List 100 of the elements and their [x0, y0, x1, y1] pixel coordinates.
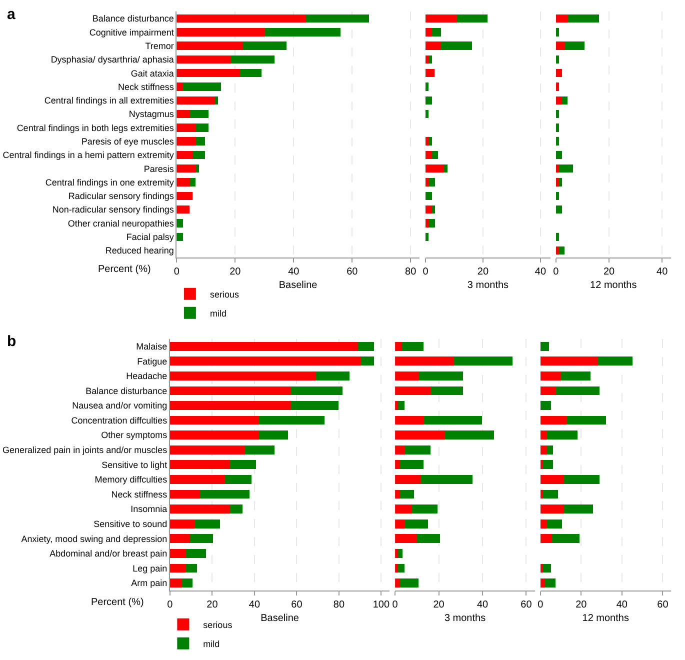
- bar: [444, 430, 494, 440]
- bar: [170, 490, 200, 499]
- bar: [425, 219, 429, 228]
- y-tick-label: Concentration diffculties: [71, 415, 168, 426]
- bar: [176, 192, 192, 200]
- bar: [196, 124, 208, 132]
- bar: [416, 534, 440, 544]
- bar: [200, 490, 250, 499]
- y-tick-label: Cognitive impairment: [89, 27, 174, 38]
- bar: [181, 578, 193, 588]
- text: a: [7, 6, 16, 23]
- y-tick-label: Paresis of eye muscles: [81, 136, 174, 146]
- bar: [411, 504, 438, 514]
- bar: [540, 372, 560, 380]
- bar: [556, 246, 559, 255]
- y-tick-label: Balance disturbance: [86, 386, 168, 396]
- bar: [176, 124, 196, 132]
- bar: [556, 205, 562, 214]
- x-axis-title: 12 months: [582, 612, 629, 624]
- text: Percent (%): [98, 264, 151, 275]
- bar: [229, 504, 242, 514]
- y-tick-label: Radicular sensory findings: [68, 191, 174, 202]
- y-tick-label: Insomnia: [130, 504, 168, 514]
- x-tick-label: 0: [422, 266, 429, 278]
- y-tick-label: Abdominal and/or breast pain: [50, 548, 168, 559]
- bar: [540, 386, 556, 396]
- bar: [564, 475, 600, 484]
- legend-label: mild: [210, 308, 226, 318]
- x-tick-label: 0: [174, 266, 180, 278]
- bar: [395, 430, 444, 440]
- bar: [189, 110, 208, 118]
- bar: [192, 150, 206, 160]
- bar: [432, 205, 435, 214]
- bar: [420, 475, 473, 484]
- bar: [547, 519, 562, 528]
- bar: [170, 548, 186, 558]
- bar: [404, 519, 428, 528]
- bar: [176, 28, 265, 36]
- bar: [556, 192, 559, 200]
- y-tick-label: Fatigue: [137, 356, 168, 366]
- bar: [540, 534, 552, 544]
- bar: [425, 96, 432, 104]
- bar: [170, 519, 195, 528]
- bar: [425, 137, 429, 146]
- y-tick-label: Nausea and/or vomiting: [72, 400, 168, 411]
- bar: [540, 445, 548, 454]
- x-axis-title: 3 months: [467, 280, 509, 291]
- bar: [245, 445, 274, 454]
- y-tick-label: Memory diffculties: [94, 474, 168, 485]
- y-tick-label: Malaise: [136, 342, 168, 352]
- bar: [556, 386, 600, 396]
- bar: [551, 534, 580, 544]
- x-tick-label: 40: [248, 599, 260, 610]
- bar: [425, 69, 435, 78]
- bar: [176, 219, 184, 228]
- bar: [358, 342, 374, 351]
- bar: [186, 564, 198, 573]
- bar: [400, 460, 424, 470]
- y-tick-label: Tremor: [145, 40, 174, 51]
- bar: [258, 416, 324, 425]
- bar: [170, 342, 358, 351]
- bar: [176, 178, 190, 186]
- bar: [229, 460, 256, 470]
- bar: [418, 372, 464, 380]
- x-axis-title: 12 months: [590, 280, 637, 291]
- bar: [264, 28, 340, 36]
- x-tick-label: 20: [230, 266, 242, 278]
- bar: [428, 137, 432, 146]
- bar: [196, 137, 206, 146]
- bar: [456, 14, 488, 23]
- y-tick-label: Anxiety, mood swing and depression: [21, 534, 168, 544]
- bar: [224, 475, 252, 484]
- x-tick-label: 80: [333, 599, 345, 610]
- bar: [423, 416, 482, 425]
- y-tick-label: Other cranial neuropathies: [68, 218, 174, 228]
- x-tick-label: 0: [538, 599, 544, 610]
- bar: [360, 356, 374, 366]
- bar: [170, 578, 182, 588]
- bar: [540, 401, 552, 410]
- bar: [194, 519, 220, 528]
- bar: [395, 416, 424, 425]
- bar: [395, 445, 404, 454]
- bar: [556, 164, 559, 173]
- bar: [176, 14, 306, 23]
- bar: [540, 342, 549, 351]
- bar: [540, 416, 566, 425]
- y-tick-label: Leg pain: [132, 563, 168, 574]
- bar: [183, 82, 221, 91]
- y-tick-label: Arm pain: [131, 578, 168, 588]
- bar: [397, 564, 404, 573]
- bar: [170, 475, 224, 484]
- x-tick-label: 60: [346, 266, 358, 278]
- y-tick-label: Generalized pain in joints and/or muscles: [2, 445, 168, 456]
- bar: [556, 178, 559, 186]
- bar: [425, 110, 429, 118]
- y-tick-label: Central findings in both legs extremities: [16, 122, 174, 133]
- bar: [556, 82, 559, 91]
- bar: [400, 578, 419, 588]
- bar: [556, 55, 559, 64]
- bar: [558, 164, 574, 173]
